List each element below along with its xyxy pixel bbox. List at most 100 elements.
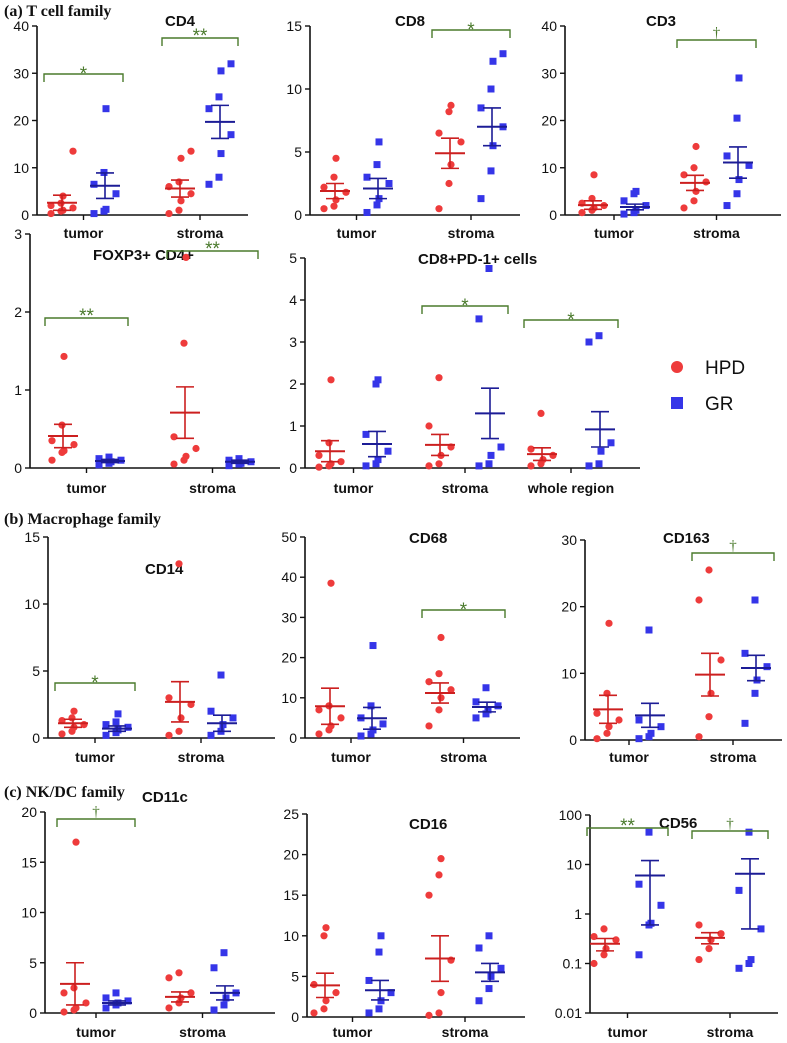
data-point-gr: [377, 932, 385, 940]
data-point-hpd: [590, 932, 598, 941]
data-point-hpd: [320, 205, 328, 213]
y-tick-label: 30: [13, 65, 29, 81]
data-point-hpd: [170, 433, 178, 441]
data-point-hpd: [590, 959, 598, 968]
data-point-gr: [105, 453, 113, 461]
data-point-hpd: [47, 201, 55, 210]
data-point-hpd: [315, 730, 323, 738]
data-point-gr: [375, 138, 383, 146]
data-point-hpd: [705, 566, 713, 574]
legend: HPD GR: [671, 358, 745, 415]
data-point-hpd: [605, 619, 613, 627]
data-point-gr: [489, 57, 497, 65]
data-point-gr: [102, 105, 110, 113]
data-point-gr: [363, 173, 371, 181]
data-point-gr: [475, 315, 483, 323]
chart-cd163: 0 10 20 30 CD163 tumor stroma †: [561, 530, 782, 765]
data-point-gr: [735, 886, 743, 894]
data-point-gr: [112, 718, 120, 726]
data-point-hpd: [82, 999, 90, 1007]
data-point-hpd: [187, 989, 195, 997]
data-point-gr: [369, 642, 377, 650]
significance-label: †: [713, 25, 721, 41]
data-point-gr: [487, 85, 495, 93]
y-tick-label: 40: [13, 18, 29, 34]
data-point-hpd: [705, 944, 713, 953]
y-tick-label: 10: [286, 81, 302, 97]
category-label: whole region: [527, 480, 614, 496]
significance-bracket: [421, 305, 509, 314]
data-point-hpd: [695, 921, 703, 929]
data-point-gr: [585, 338, 593, 346]
data-point-gr: [475, 997, 483, 1005]
data-point-gr: [657, 723, 665, 731]
data-point-hpd: [48, 456, 56, 464]
y-tick-label: 50: [281, 529, 297, 545]
data-point-gr: [363, 208, 371, 216]
category-label: stroma: [442, 1024, 489, 1040]
significance-bracket: [54, 682, 136, 691]
data-point-hpd: [578, 209, 586, 217]
chart-title: CD14: [145, 561, 184, 578]
data-point-hpd: [48, 437, 56, 445]
chart-title: CD8: [395, 13, 425, 30]
data-point-hpd: [332, 196, 340, 204]
data-point-gr: [642, 202, 650, 210]
data-point-hpd: [337, 458, 345, 466]
data-point-hpd: [322, 924, 330, 932]
category-label: stroma: [440, 749, 487, 765]
chart-title: CD8+PD-1+ cells: [418, 251, 537, 268]
data-point-gr: [735, 964, 743, 972]
data-point-gr: [95, 455, 103, 463]
data-point-hpd: [590, 171, 598, 179]
data-point-hpd: [437, 694, 445, 702]
chart-cd11c: 0 5 10 15 20 CD11c tumor stroma †: [21, 789, 275, 1040]
data-point-hpd: [165, 731, 173, 739]
category-label: tumor: [333, 1024, 373, 1040]
section-b-label: (b) Macrophage family: [4, 511, 161, 528]
data-point-gr: [647, 919, 655, 927]
data-point-hpd: [165, 694, 173, 702]
data-point-gr: [124, 723, 132, 731]
data-point-hpd: [435, 871, 443, 879]
data-point-gr: [645, 626, 653, 634]
data-point-gr: [751, 689, 759, 697]
data-point-gr: [745, 828, 753, 836]
data-point-hpd: [175, 727, 183, 735]
data-point-hpd: [327, 579, 335, 587]
data-point-hpd: [425, 722, 433, 730]
data-point-gr: [219, 721, 227, 729]
data-point-hpd: [549, 451, 557, 459]
y-tick-label: 20: [561, 599, 577, 615]
significance-bracket: [523, 319, 619, 328]
data-point-gr: [373, 161, 381, 169]
category-label: tumor: [337, 225, 377, 241]
data-point-hpd: [615, 716, 623, 724]
data-point-hpd: [330, 173, 338, 181]
data-point-hpd: [425, 678, 433, 686]
significance-label: †: [92, 804, 100, 820]
data-point-gr: [225, 462, 233, 470]
data-point-gr: [210, 964, 218, 972]
y-tick-label: 0.01: [555, 1005, 582, 1021]
data-point-gr: [751, 596, 759, 604]
y-tick-label: 10: [283, 928, 299, 944]
data-point-hpd: [612, 936, 620, 944]
data-point-hpd: [435, 374, 443, 382]
data-point-gr: [477, 195, 485, 203]
y-tick-label: 25: [283, 806, 299, 822]
data-point-gr: [95, 461, 103, 469]
data-point-hpd: [170, 460, 178, 468]
data-point-gr: [745, 161, 753, 169]
data-point-gr: [373, 201, 381, 209]
y-tick-label: 20: [21, 804, 37, 820]
data-point-gr: [210, 1006, 218, 1014]
data-point-gr: [497, 964, 505, 972]
data-point-gr: [475, 462, 483, 470]
data-point-gr: [487, 972, 495, 980]
y-tick-label: 20: [541, 113, 557, 129]
data-point-hpd: [69, 147, 77, 155]
data-point-hpd: [695, 596, 703, 604]
